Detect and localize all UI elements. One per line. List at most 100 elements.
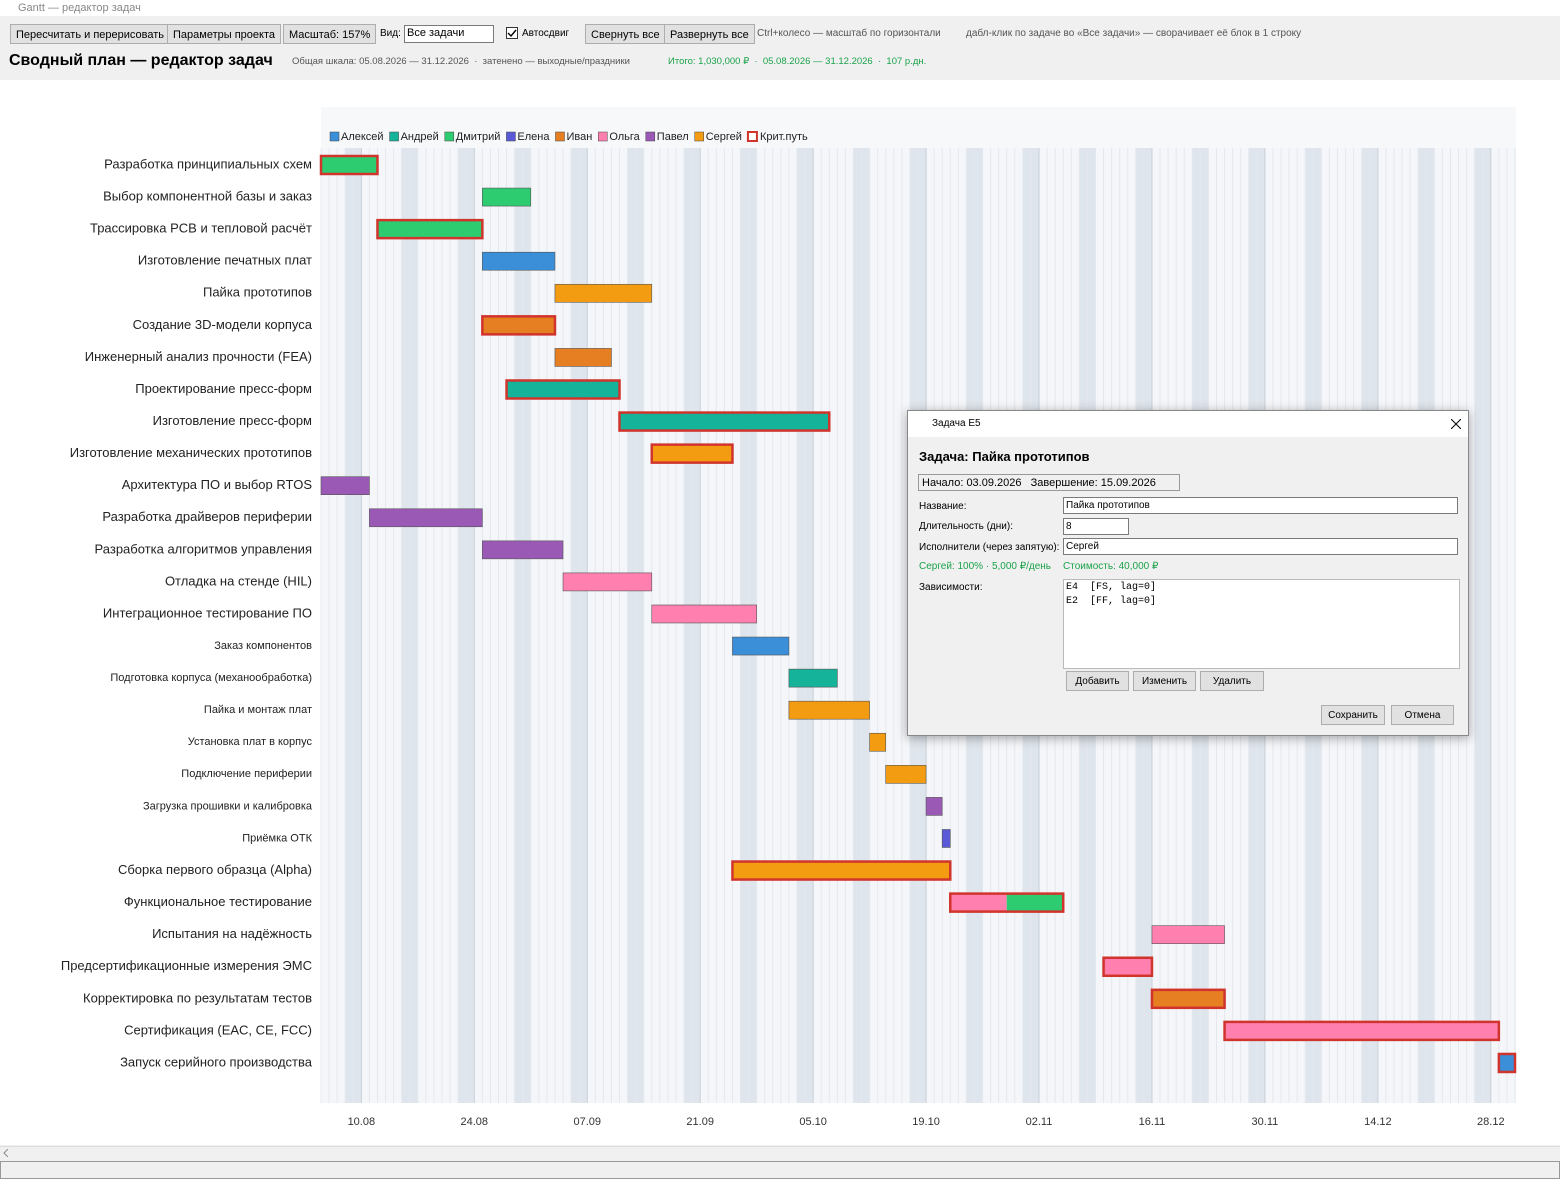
bar-segment	[950, 893, 1007, 912]
bar-segment	[651, 604, 757, 623]
bar-outline	[481, 315, 557, 336]
task-label: Отладка на стенде (HIL)	[165, 573, 312, 588]
legend-swatch	[598, 131, 608, 142]
x-tick-label: 16.11	[1139, 1116, 1166, 1128]
bar-segment	[1151, 989, 1225, 1008]
dialog-heading: Задача: Пайка прототипов	[919, 449, 1090, 464]
button[interactable]: Развернуть все	[664, 24, 755, 44]
task-label: Подключение периферии	[181, 768, 312, 780]
weekend-band	[579, 148, 588, 1103]
dialog-title: Задача E5	[932, 418, 981, 429]
checkbox[interactable]	[506, 27, 518, 39]
status-bar	[0, 1161, 1560, 1179]
bar-segment	[619, 412, 830, 431]
bar-outline	[651, 604, 757, 624]
bar-outline	[320, 476, 370, 496]
button[interactable]: Изменить	[1133, 671, 1196, 691]
bar-segment	[482, 252, 555, 271]
legend-label: Павел	[657, 131, 689, 143]
bar-outline	[369, 508, 483, 528]
dialog-titlebar	[908, 411, 1468, 437]
bar-outline	[1223, 1020, 1501, 1042]
bar-segment	[1103, 957, 1152, 976]
legend-label: Крит.путь	[760, 131, 808, 143]
bar-segment	[788, 669, 838, 688]
assignee-input[interactable]: Сергей	[1063, 538, 1458, 555]
bar-outline	[731, 860, 952, 881]
bar-outline	[618, 411, 831, 432]
dep-item[interactable]: E4 [FS, lag=0]	[1066, 582, 1157, 593]
weekend-band	[353, 148, 362, 1103]
task-label: Запуск серийного производства	[120, 1054, 313, 1069]
button[interactable]: Параметры проекта	[167, 24, 281, 44]
bar-outline	[482, 187, 532, 207]
scale-note: Общая шкала: 05.08.2026 — 31.12.2026 · з…	[292, 56, 630, 67]
view-select[interactable]: Все задачи	[404, 25, 494, 43]
weekend-band	[853, 148, 862, 1103]
x-tick-label: 02.11	[1026, 1116, 1053, 1128]
weekend-band	[635, 148, 644, 1103]
checkbox-label: Автосдвиг	[522, 28, 570, 39]
bar-segment	[869, 733, 886, 752]
weekend-band	[627, 148, 636, 1103]
weekend-band	[796, 148, 806, 1103]
bar-segment	[1498, 1053, 1515, 1072]
bar-segment	[942, 829, 951, 848]
scroll-arrow[interactable]	[3, 1149, 9, 1157]
bar-outline	[319, 154, 379, 176]
field-label: Название:	[919, 501, 967, 512]
bar-outline	[925, 797, 943, 816]
weekend-band	[401, 148, 410, 1103]
button[interactable]: Свернуть все	[585, 24, 666, 44]
task-label: Загрузка прошивки и калибровка	[143, 800, 313, 812]
bar-segment	[926, 797, 943, 816]
button[interactable]: Масштаб: 157%	[283, 24, 377, 44]
task-label: Проектирование пресс-форм	[135, 381, 312, 396]
weekend-band	[571, 148, 580, 1103]
task-label: Разработка принципиальных схем	[104, 156, 312, 171]
button[interactable]: Удалить	[1200, 671, 1264, 691]
bar-outline	[376, 218, 484, 240]
bar-segment	[885, 765, 927, 784]
title-bar	[0, 0, 1560, 16]
weekend-band	[1474, 148, 1483, 1103]
task-label: Интеграционное тестирование ПО	[103, 605, 312, 620]
bar-segment	[321, 476, 370, 495]
legend-label: Иван	[566, 131, 592, 143]
duration-input[interactable]: 8	[1063, 518, 1129, 535]
weekend-band	[466, 148, 475, 1103]
task-label: Предсертификационные измерения ЭМС	[61, 958, 312, 973]
bar-segment	[732, 861, 951, 880]
button[interactable]: Сохранить	[1321, 705, 1385, 725]
button[interactable]: Отмена	[1391, 705, 1454, 725]
weekend-band	[409, 148, 418, 1103]
task-label: Разработка драйверов периферии	[102, 509, 312, 524]
weekend-band	[740, 148, 749, 1103]
task-label: Подготовка корпуса (механообработка)	[110, 672, 312, 684]
bar-segment	[1006, 893, 1064, 912]
name-input[interactable]: Пайка прототипов	[1063, 497, 1458, 514]
x-tick-label: 30.11	[1252, 1116, 1279, 1128]
task-label: Корректировка по результатам тестов	[83, 990, 312, 1005]
cost-summary: Стоимость: 40,000 ₽	[1063, 561, 1159, 572]
task-label: Создание 3D-модели корпуса	[133, 317, 313, 332]
close-button[interactable]	[1451, 419, 1461, 429]
scrollbar[interactable]	[0, 1146, 1560, 1159]
window-title: Gantt — редактор задач	[18, 2, 141, 14]
button[interactable]: Пересчитать и перерисовать	[10, 24, 171, 44]
legend-label: Ольга	[609, 131, 640, 143]
task-label: Инженерный анализ прочности (FEA)	[85, 349, 312, 364]
bar-outline	[1150, 988, 1226, 1010]
bar-outline	[554, 283, 653, 303]
deps-list[interactable]	[1063, 579, 1460, 669]
dep-item[interactable]: E2 [FF, lag=0]	[1066, 596, 1157, 607]
dates: Начало: 03.09.2026 Завершение: 15.09.202…	[918, 474, 1180, 491]
weekend-band	[861, 148, 870, 1103]
bar-segment	[1224, 1021, 1499, 1040]
legend-swatch	[329, 131, 340, 142]
task-label: Трассировка PCB и тепловой расчёт	[90, 221, 312, 236]
button[interactable]: Добавить	[1066, 671, 1129, 691]
task-label: Приёмка ОТК	[242, 832, 312, 844]
bar-outline	[885, 765, 927, 784]
task-label: Функциональное тестирование	[124, 894, 312, 909]
